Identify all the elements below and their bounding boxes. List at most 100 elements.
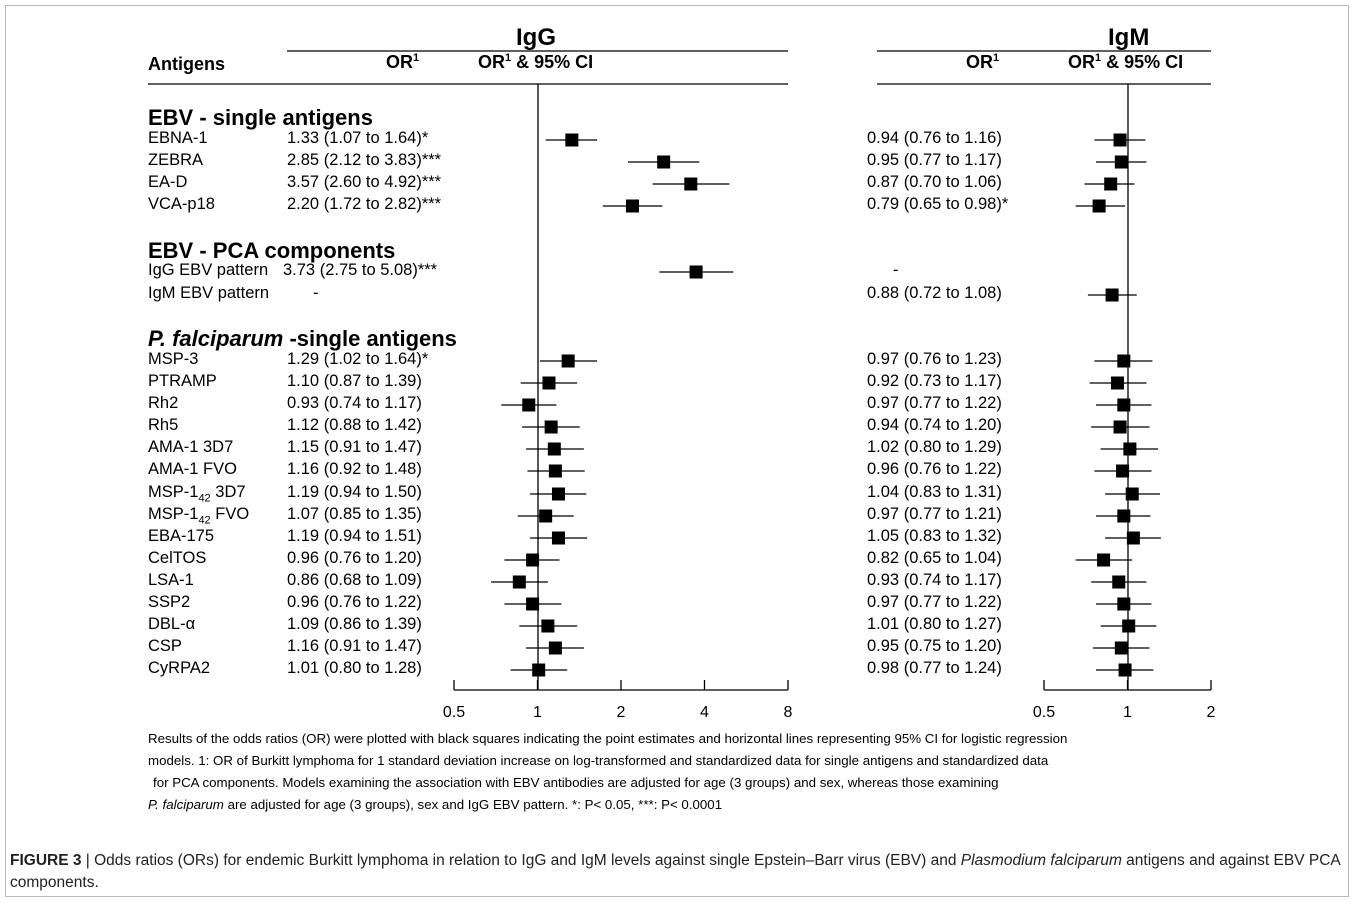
- igg-or-value: 0.86 (0.68 to 1.09): [287, 571, 422, 589]
- igg-tick-label: 0.5: [442, 704, 466, 721]
- igg-orci-sup: 1: [505, 52, 512, 64]
- igm-point-estimate: [1097, 553, 1111, 567]
- igm-point-estimate: [1112, 575, 1126, 589]
- igg-or-value: 0.93 (0.74 to 1.17): [287, 394, 422, 412]
- igm-point-estimate: [1126, 531, 1140, 545]
- igm-point-estimate: [1117, 354, 1131, 368]
- igm-or-value: 0.82 (0.65 to 1.04): [867, 549, 1002, 567]
- igm-or-value: 0.98 (0.77 to 1.24): [867, 659, 1002, 677]
- igg-or-value: 2.20 (1.72 to 2.82)***: [287, 195, 442, 213]
- igg-orci-header: OR1 & 95% CI: [478, 52, 593, 73]
- igg-or-text: OR: [386, 52, 413, 72]
- igm-title: IgM: [1108, 24, 1150, 51]
- igg-point-estimate: [522, 398, 536, 412]
- igg-point-estimate: [561, 354, 575, 368]
- igg-or-value: 0.96 (0.76 to 1.22): [287, 593, 422, 611]
- igg-point-estimate: [689, 265, 703, 279]
- igm-point-estimate: [1104, 177, 1118, 191]
- igm-or-value: 0.95 (0.77 to 1.17): [867, 151, 1002, 169]
- igm-point-estimate: [1117, 597, 1131, 611]
- notes-line-4: P. falciparum are adjusted for age (3 gr…: [148, 794, 1248, 816]
- igm-or-value: -: [893, 261, 899, 279]
- igg-tick-label: 1: [533, 704, 542, 721]
- igg-or-value: 1.10 (0.87 to 1.39): [287, 372, 422, 390]
- igm-or-value: 1.01 (0.80 to 1.27): [867, 615, 1002, 633]
- caption-italic: Plasmodium falciparum: [960, 852, 1122, 869]
- igm-or-value: 1.02 (0.80 to 1.29): [867, 438, 1002, 456]
- antigen-label: Rh2: [148, 394, 179, 412]
- antigen-label: Rh5: [148, 416, 179, 434]
- igm-tick-label: 0.5: [1032, 704, 1056, 721]
- igg-tick-label: 2: [616, 704, 626, 721]
- igg-or-value: 1.15 (0.91 to 1.47): [287, 438, 422, 456]
- caption-text-2: antigens and against EBV PCA components.: [10, 852, 1340, 891]
- igg-or-value: 3.57 (2.60 to 4.92)***: [287, 173, 442, 191]
- igm-point-estimate: [1092, 199, 1106, 213]
- igg-or-sup: 1: [413, 52, 420, 64]
- igm-or-value: 0.93 (0.74 to 1.17): [867, 571, 1002, 589]
- notes-line-1: Results of the odds ratios (OR) were plo…: [148, 731, 1068, 746]
- antigen-label: IgM EBV pattern: [148, 284, 270, 302]
- igg-or-value: 0.96 (0.76 to 1.20): [287, 549, 422, 567]
- igm-or-header: OR1: [966, 52, 999, 73]
- igm-orci-text: OR: [1068, 52, 1095, 72]
- antigen-label: PTRAMP: [148, 372, 217, 390]
- antigen-label: CSP: [148, 637, 182, 655]
- igg-or-value: 2.85 (2.12 to 3.83)***: [287, 151, 442, 169]
- notes-line-3: for PCA components. Models examining the…: [153, 775, 999, 790]
- igm-point-estimate: [1105, 288, 1119, 302]
- igg-point-estimate: [547, 442, 561, 456]
- igg-tick-label: 4: [700, 704, 709, 721]
- antigen-label: CyRPA2: [148, 659, 211, 677]
- section-ebv-pca: EBV - PCA components: [148, 238, 396, 263]
- antigen-label: MSP-142 FVO: [148, 505, 250, 527]
- igg-point-estimate: [548, 464, 562, 478]
- igm-or-value: 0.94 (0.74 to 1.20): [867, 416, 1002, 434]
- igg-or-value: 1.07 (0.85 to 1.35): [287, 505, 422, 523]
- igm-point-estimate: [1117, 398, 1131, 412]
- igg-point-estimate: [684, 177, 698, 191]
- igg-point-estimate: [526, 597, 540, 611]
- section-pf-rest: -single antigens: [283, 326, 457, 351]
- section-pf-italic: P. falciparum: [148, 326, 284, 351]
- igg-or-value: 1.29 (1.02 to 1.64)*: [287, 350, 429, 368]
- igg-or-value: 1.01 (0.80 to 1.28): [287, 659, 422, 677]
- notes-line-4-rest: are adjusted for age (3 groups), sex and…: [223, 797, 723, 812]
- igm-tick-label: 2: [1206, 704, 1216, 721]
- igg-point-estimate: [542, 376, 556, 390]
- antigen-label: CelTOS: [148, 549, 207, 567]
- antigen-label: SSP2: [148, 593, 191, 611]
- igm-or-value: 0.97 (0.77 to 1.21): [867, 505, 1002, 523]
- igg-or-value: 3.73 (2.75 to 5.08)***: [283, 261, 438, 279]
- igg-point-estimate: [551, 487, 565, 501]
- antigen-label: ZEBRA: [148, 151, 204, 169]
- igg-orci-text: OR: [478, 52, 505, 72]
- igg-point-estimate: [657, 155, 671, 169]
- igg-point-estimate: [565, 133, 579, 147]
- igm-or-value: 0.97 (0.77 to 1.22): [867, 394, 1002, 412]
- igm-or-value: 0.97 (0.77 to 1.22): [867, 593, 1002, 611]
- igg-point-estimate: [544, 420, 558, 434]
- igm-point-estimate: [1110, 376, 1124, 390]
- igm-orci-suffix: & 95% CI: [1101, 52, 1184, 72]
- igm-or-value: 0.94 (0.76 to 1.16): [867, 129, 1002, 147]
- igm-or-value: 0.97 (0.76 to 1.23): [867, 350, 1002, 368]
- igg-orci-suffix: & 95% CI: [511, 52, 594, 72]
- igg-point-estimate: [539, 509, 553, 523]
- igm-or-value: 0.88 (0.72 to 1.08): [867, 284, 1002, 302]
- igg-point-estimate: [548, 641, 562, 655]
- igm-point-estimate: [1123, 442, 1137, 456]
- caption-text-1: Odds ratios (ORs) for endemic Burkitt ly…: [94, 852, 961, 869]
- antigen-label: EBNA-1: [148, 129, 208, 147]
- section-pf-single: P. falciparum -single antigens: [148, 326, 457, 352]
- igm-point-estimate: [1117, 509, 1131, 523]
- antigen-label: AMA-1 3D7: [148, 438, 234, 456]
- antigen-label: VCA-p18: [148, 195, 215, 213]
- igm-or-text: OR: [966, 52, 993, 72]
- igm-orci-sup: 1: [1095, 52, 1102, 64]
- igm-or-sup: 1: [993, 52, 1000, 64]
- igg-point-estimate: [541, 619, 555, 633]
- igm-point-estimate: [1118, 663, 1132, 677]
- igm-point-estimate: [1113, 420, 1127, 434]
